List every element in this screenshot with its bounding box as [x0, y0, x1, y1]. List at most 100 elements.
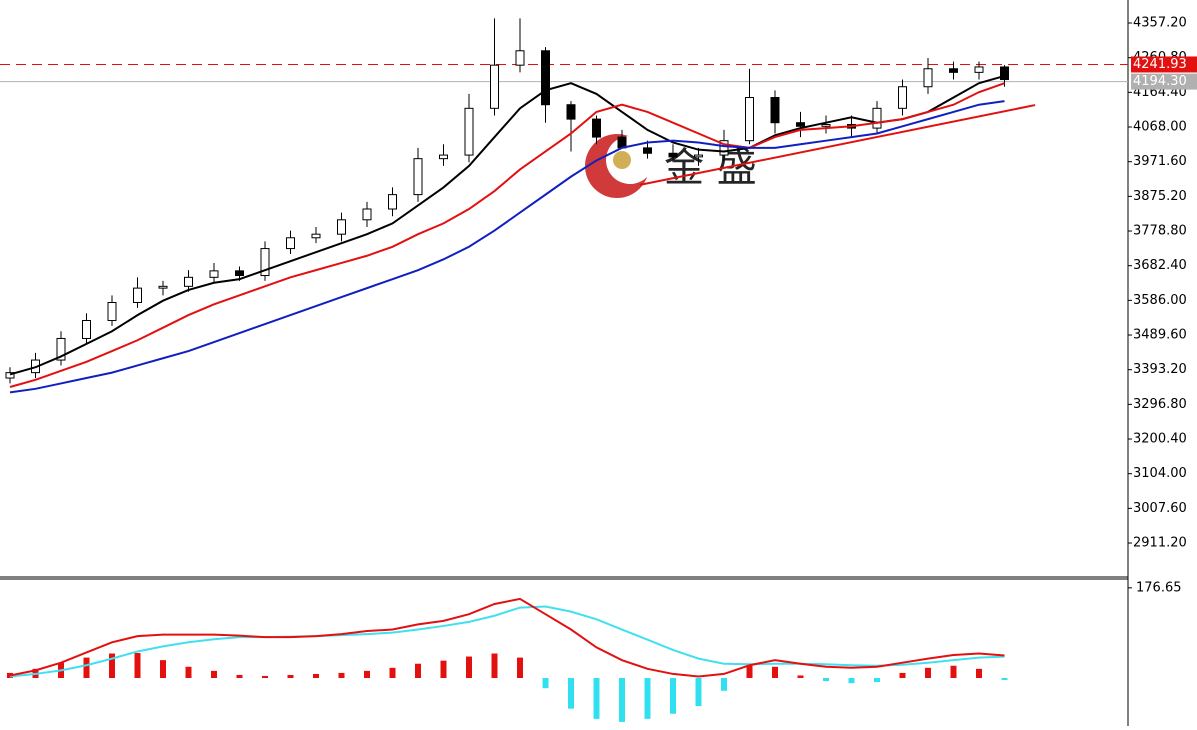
moving-average [9, 74, 1005, 376]
moving-average [9, 82, 1005, 388]
candle-body [515, 50, 525, 66]
candle-body [1000, 66, 1009, 81]
candle-body [898, 86, 907, 109]
candle-body [796, 122, 805, 127]
macd-bar [466, 656, 472, 679]
macd-bar [925, 667, 931, 679]
macd-bar [440, 660, 447, 679]
candle-body [107, 302, 117, 321]
macd-bar [83, 657, 90, 679]
candle-body [592, 118, 601, 138]
y-tick-label: 3586.00 [1133, 293, 1187, 308]
candle-body [949, 68, 958, 73]
candle-body [490, 64, 499, 109]
candle-body [770, 97, 780, 124]
price-label-box [1131, 73, 1197, 90]
macd-bar [109, 653, 115, 679]
candle-body [82, 319, 91, 339]
candle-body [209, 270, 219, 278]
macd-bar [823, 678, 829, 682]
watermark-text: 金 盛 [664, 145, 757, 191]
candle-body [388, 194, 397, 210]
macd-line [9, 597, 1005, 678]
candle-body [337, 219, 346, 235]
candle-body [311, 233, 321, 239]
macd-bar [721, 678, 727, 691]
candle-body [617, 136, 627, 149]
candle-body [745, 97, 754, 142]
macd-bar [185, 666, 192, 679]
macd-bar [262, 675, 268, 679]
candle-body [872, 107, 882, 129]
candle-body [719, 140, 729, 156]
logo-coin [613, 151, 631, 169]
candle-body [464, 107, 474, 156]
moving-average [9, 100, 1005, 394]
macd-bar [797, 675, 804, 679]
candle-body [413, 158, 423, 196]
price-label: 4194.30 [1133, 74, 1187, 89]
candle-body [158, 285, 168, 289]
candle-body [541, 50, 550, 106]
y-tick-label: 4068.00 [1133, 120, 1187, 135]
candle-body [362, 208, 372, 221]
macd-bar [670, 678, 676, 714]
macd-bar [848, 678, 855, 684]
macd-bar [313, 673, 319, 679]
candle-body [5, 372, 15, 379]
candle-body [133, 287, 142, 304]
candle-body [184, 276, 193, 287]
macd-bar [772, 666, 778, 679]
candle-body [56, 337, 66, 361]
y-tick-label: 2911.20 [1133, 536, 1187, 551]
macd-bar [287, 674, 294, 679]
candle-body [668, 152, 678, 158]
price-label: 4241.93 [1133, 57, 1187, 72]
macd-bar [950, 665, 957, 679]
candle-body [923, 68, 933, 88]
candle-body [694, 154, 703, 158]
macd-bar [695, 678, 702, 707]
macd-bar [746, 665, 753, 679]
y-tick-label: 3682.40 [1133, 258, 1187, 273]
macd-bar [644, 678, 651, 719]
macd-bar [389, 667, 396, 679]
y-tick-label: 3296.80 [1133, 397, 1187, 412]
macd-bar [236, 674, 243, 679]
y-tick-label: 3007.60 [1133, 501, 1187, 516]
trendline [639, 104, 1036, 186]
candle-body [974, 66, 984, 73]
macd-bar [134, 653, 141, 679]
macd-bar [542, 678, 549, 689]
macd-bar [1001, 678, 1008, 681]
y-tick-label: 3971.60 [1133, 154, 1187, 169]
y-tick-label: 3489.60 [1133, 328, 1187, 343]
macd-bar [976, 668, 982, 679]
y-tick-label: 3393.20 [1133, 362, 1187, 377]
price-label-box [1131, 56, 1197, 73]
macd-bar [568, 678, 574, 709]
macd-bar [211, 670, 217, 679]
y-tick-label: 176.65 [1136, 580, 1182, 595]
candle-body [439, 154, 448, 160]
macd-bar [491, 653, 498, 679]
macd-bar [160, 660, 166, 679]
macd-bar [899, 672, 906, 679]
y-tick-label: 4357.20 [1133, 16, 1187, 31]
macd-bar [415, 663, 421, 679]
macd-bar [874, 678, 880, 683]
macd-line [9, 605, 1005, 678]
y-tick-label: 3104.00 [1133, 466, 1187, 481]
y-tick-label: 3778.80 [1133, 224, 1187, 239]
candle-body [286, 237, 295, 250]
candle-body [235, 270, 244, 277]
macd-bar [593, 678, 600, 719]
macd-bar [517, 657, 523, 679]
candle-body [643, 147, 652, 154]
candle-body [260, 248, 270, 277]
candle-body [821, 123, 831, 127]
candle-body [566, 104, 576, 120]
macd-bar [364, 670, 370, 679]
y-tick-label: 3200.40 [1133, 432, 1187, 447]
